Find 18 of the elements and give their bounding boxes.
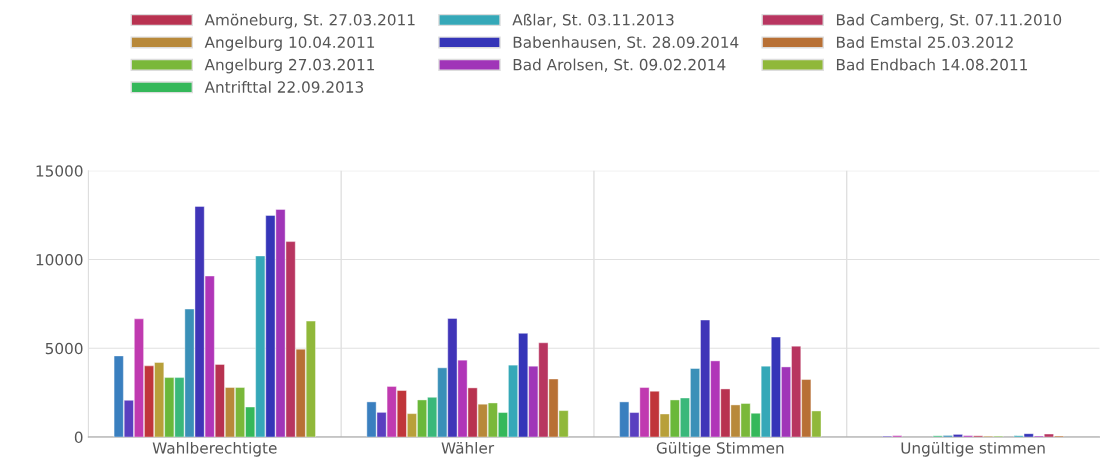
- legend-label: Aßlar, St. 03.11.2013: [512, 13, 674, 28]
- legend-label: Bad Camberg, St. 07.11.2010: [836, 13, 1062, 29]
- x-tick-label: Wahlberechtigte: [152, 441, 277, 457]
- legend-label: Babenhausen, St. 28.09.2014: [513, 36, 739, 50]
- x-tick-label: Wähler: [441, 441, 495, 454]
- y-tick-label: 15000: [36, 165, 83, 177]
- y-tick-label: 5000: [45, 342, 83, 355]
- legend-label: Antrifttal 22.09.2013: [204, 81, 364, 93]
- legend-label: Angelburg 27.03.2011: [204, 58, 375, 74]
- x-tick-label: Gültige Stimmen: [656, 441, 784, 457]
- legend-label: Amöneburg, St. 27.03.2011: [204, 13, 415, 29]
- y-tick-label: 10000: [36, 253, 83, 266]
- legend-label: Bad Arolsen, St. 09.02.2014: [513, 58, 726, 72]
- legend-label: Bad Emstal 25.03.2012: [836, 36, 1013, 48]
- legend-label: Angelburg 10.04.2011: [204, 36, 375, 51]
- legend-label: Bad Endbach 14.08.2011: [836, 58, 1027, 71]
- x-tick-label: Ungültige stimmen: [901, 441, 1045, 457]
- y-tick-label: 0: [74, 431, 83, 444]
